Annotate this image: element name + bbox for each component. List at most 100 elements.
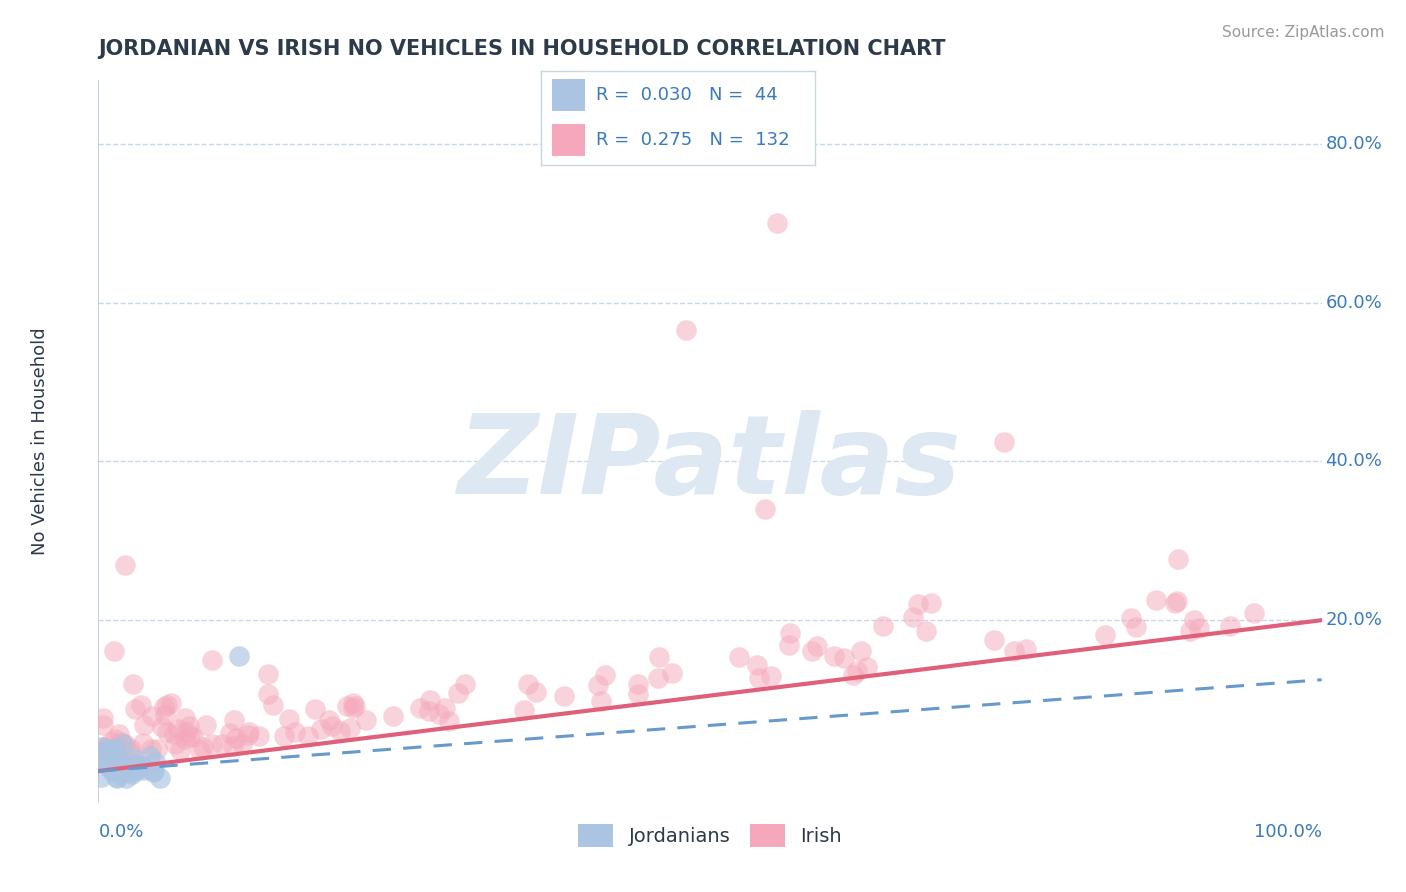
Point bbox=[120, 745, 142, 759]
Point bbox=[1243, 606, 1265, 620]
Point bbox=[111, 766, 134, 780]
Point bbox=[122, 677, 145, 691]
Point bbox=[96, 742, 118, 756]
Point bbox=[114, 761, 136, 775]
Point bbox=[150, 719, 173, 733]
Point bbox=[104, 742, 127, 756]
Point bbox=[100, 745, 122, 759]
Point bbox=[748, 671, 770, 685]
Point bbox=[1144, 593, 1167, 607]
Point bbox=[107, 754, 129, 768]
Point bbox=[745, 657, 768, 672]
Point bbox=[103, 644, 125, 658]
Point bbox=[778, 638, 800, 652]
Point bbox=[179, 729, 201, 743]
Point bbox=[901, 610, 924, 624]
Point bbox=[342, 696, 364, 710]
Point bbox=[1188, 621, 1211, 635]
Point bbox=[553, 689, 575, 703]
Point bbox=[595, 668, 617, 682]
Point bbox=[139, 742, 162, 756]
Point bbox=[131, 759, 153, 773]
Point bbox=[153, 708, 176, 723]
Text: 60.0%: 60.0% bbox=[1326, 293, 1382, 311]
Point bbox=[1125, 620, 1147, 634]
Point bbox=[1219, 619, 1241, 633]
Point bbox=[100, 762, 122, 776]
Point bbox=[382, 709, 405, 723]
Text: 80.0%: 80.0% bbox=[1326, 135, 1382, 153]
Point bbox=[201, 653, 224, 667]
Point bbox=[134, 718, 156, 732]
Point bbox=[91, 739, 114, 754]
Bar bbox=[553, 124, 585, 156]
Point bbox=[238, 728, 260, 742]
Point bbox=[1166, 594, 1188, 608]
Point bbox=[993, 434, 1015, 449]
Text: 100.0%: 100.0% bbox=[1254, 822, 1322, 840]
Point bbox=[238, 725, 260, 739]
Point bbox=[149, 772, 172, 786]
Point bbox=[120, 742, 142, 756]
Point bbox=[761, 668, 783, 682]
Point bbox=[131, 763, 153, 777]
Point bbox=[201, 737, 224, 751]
Point bbox=[90, 746, 112, 760]
Point bbox=[142, 764, 165, 778]
Point bbox=[1167, 552, 1189, 566]
Point bbox=[103, 763, 125, 777]
Text: 0.0%: 0.0% bbox=[98, 822, 143, 840]
Point bbox=[90, 770, 112, 784]
Point bbox=[114, 737, 136, 751]
Point bbox=[278, 712, 301, 726]
Bar bbox=[553, 78, 585, 111]
Point bbox=[108, 764, 131, 778]
Point bbox=[121, 751, 143, 765]
Point bbox=[160, 696, 183, 710]
Point bbox=[418, 704, 440, 718]
Point bbox=[174, 711, 197, 725]
Point bbox=[131, 758, 153, 772]
Point bbox=[122, 757, 145, 772]
Point bbox=[176, 725, 198, 739]
Text: R =  0.275   N =  132: R = 0.275 N = 132 bbox=[596, 131, 790, 149]
Point bbox=[247, 729, 270, 743]
Point bbox=[94, 757, 117, 772]
Point bbox=[339, 721, 361, 735]
Point bbox=[107, 761, 129, 775]
Point bbox=[588, 678, 610, 692]
Point bbox=[526, 684, 548, 698]
Point bbox=[222, 739, 245, 753]
Point bbox=[138, 749, 160, 764]
Text: Source: ZipAtlas.com: Source: ZipAtlas.com bbox=[1222, 25, 1385, 40]
Point bbox=[754, 502, 776, 516]
Point bbox=[153, 700, 176, 714]
Point bbox=[627, 688, 650, 702]
Point bbox=[98, 742, 121, 756]
Point bbox=[318, 713, 340, 727]
Point bbox=[329, 723, 352, 738]
Point bbox=[225, 731, 247, 746]
Point bbox=[231, 737, 253, 751]
Point bbox=[132, 735, 155, 749]
Point bbox=[447, 686, 470, 700]
Point bbox=[647, 672, 669, 686]
Point bbox=[219, 726, 242, 740]
Point bbox=[181, 730, 204, 744]
Point bbox=[920, 596, 942, 610]
Point bbox=[173, 732, 195, 747]
Text: 40.0%: 40.0% bbox=[1326, 452, 1382, 470]
Point bbox=[832, 651, 855, 665]
Point bbox=[433, 701, 456, 715]
Point bbox=[779, 626, 801, 640]
Point bbox=[907, 597, 929, 611]
Point bbox=[94, 741, 117, 756]
Point bbox=[516, 676, 538, 690]
Point bbox=[104, 748, 127, 763]
Point bbox=[983, 632, 1005, 647]
Point bbox=[167, 723, 190, 737]
Point bbox=[146, 742, 169, 756]
Point bbox=[90, 752, 112, 766]
Point bbox=[1121, 611, 1143, 625]
Point bbox=[801, 644, 824, 658]
